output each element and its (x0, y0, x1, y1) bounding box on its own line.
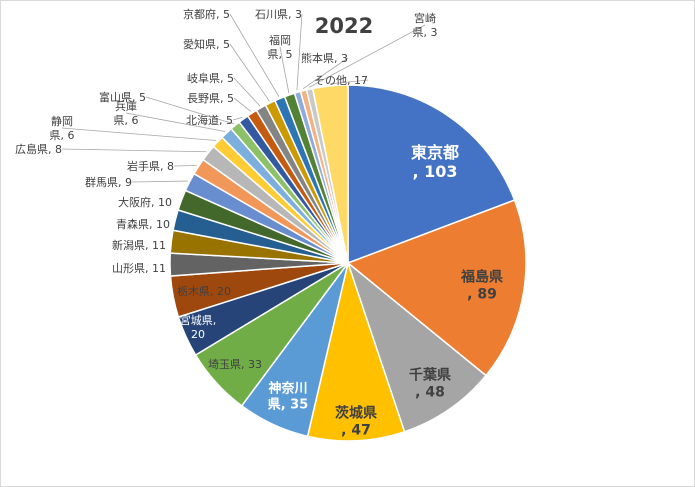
data-label: 神奈川県, 35 (268, 381, 309, 413)
pie-slice (347, 84, 516, 265)
pie-slices (169, 84, 527, 442)
leader-line (233, 97, 252, 112)
data-label: 新潟県, 11 (112, 238, 166, 252)
leader-line (309, 24, 426, 88)
data-label: 広島県, 8 (15, 142, 62, 156)
data-label: 福岡県, 5 (268, 33, 293, 61)
data-label: 静岡県, 6 (50, 114, 75, 142)
data-label: 青森県, 10 (116, 217, 170, 231)
data-label: 宮城県, 20 (180, 313, 217, 341)
leader-line (229, 43, 270, 102)
chart-title: 2022 (315, 14, 373, 38)
pie-slice (346, 260, 488, 433)
data-label: 岩手県, 8 (127, 159, 174, 173)
data-label: 東京都, 103 (411, 143, 459, 181)
leader-line (302, 57, 349, 90)
data-label: 熊本県, 3 (301, 51, 348, 65)
data-label: 富山県, 5 (99, 90, 146, 104)
data-label: 石川県, 3 (255, 8, 302, 21)
data-label: 山形県, 11 (112, 262, 166, 275)
leader-lines (61, 13, 426, 183)
data-label: 北海道, 5 (186, 113, 233, 127)
pie-slice (311, 84, 349, 264)
leader-line (125, 112, 226, 132)
leader-line (233, 77, 261, 107)
pie-slice (346, 199, 527, 377)
leader-line (279, 46, 290, 94)
data-label: 大阪府, 10 (118, 195, 172, 209)
data-label: その他, 17 (314, 74, 368, 87)
data-label: 埼玉県, 33 (208, 357, 262, 371)
data-label: 栃木県, 20 (177, 284, 231, 298)
data-label: 岐阜県, 5 (187, 72, 234, 85)
data-label: 宮崎県, 3 (413, 11, 438, 39)
data-label: 兵庫県, 6 (114, 99, 139, 127)
pie-slice (306, 260, 406, 442)
leader-line (145, 96, 234, 125)
leader-line (173, 165, 197, 167)
data-label: 長野県, 5 (187, 92, 234, 105)
leader-line (131, 180, 188, 183)
data-label: 茨城県, 47 (335, 404, 377, 438)
data-label: 京都府, 5 (183, 7, 230, 21)
data-label: 千葉県, 48 (409, 366, 451, 400)
leader-line (296, 13, 303, 91)
data-labels: 東京都, 103 福島県, 89 千葉県, 48 茨城県, 47 神奈川県, 35 埼玉県… (15, 7, 503, 438)
leader-line (61, 148, 207, 153)
leader-line (229, 13, 280, 97)
leader-line (232, 116, 243, 121)
data-label: 群馬県, 9 (85, 175, 132, 189)
data-label: 福島県, 89 (460, 268, 503, 302)
data-label: 愛知県, 5 (183, 37, 230, 51)
leader-line (61, 127, 217, 141)
leader-line (330, 79, 369, 85)
